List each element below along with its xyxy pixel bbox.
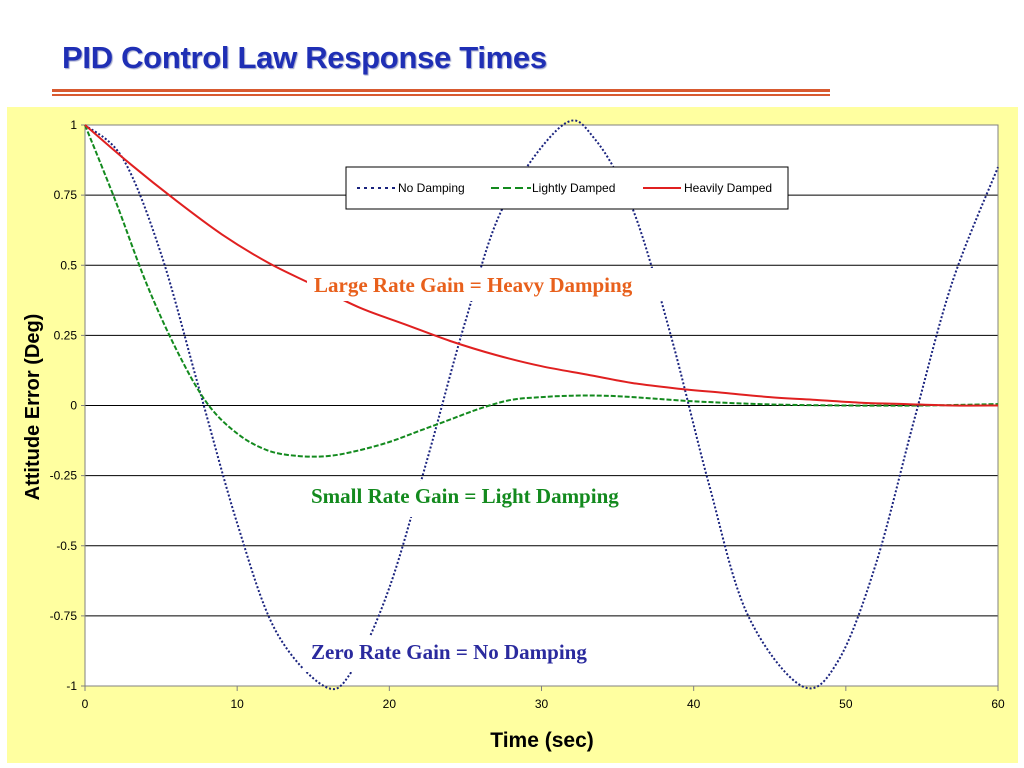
y-tick-label: 0.75 — [54, 188, 78, 202]
y-tick-label: -1 — [66, 679, 77, 693]
x-tick-label: 50 — [839, 697, 853, 711]
series-line-no-damping — [84, 119, 999, 691]
x-tick-label: 40 — [687, 697, 701, 711]
series-line-lightly-damped — [84, 124, 999, 458]
annotation-light-damping: Small Rate Gain = Light Damping — [311, 484, 619, 508]
x-tick-label: 20 — [383, 697, 397, 711]
y-tick-label: -0.25 — [50, 469, 78, 483]
x-tick-label: 60 — [991, 697, 1005, 711]
legend-label-heavily-damped: Heavily Damped — [684, 181, 772, 195]
y-tick-label: -0.75 — [50, 609, 78, 623]
y-tick-labels: -1 -0.75 -0.5 -0.25 0 0.25 0.5 0.75 1 — [50, 118, 78, 693]
axis-layer — [81, 124, 999, 691]
legend: No Damping Lightly Damped Heavily Damped — [345, 166, 789, 210]
annotation-heavy-damping: Large Rate Gain = Heavy Damping — [314, 273, 633, 297]
x-tick-label: 10 — [230, 697, 244, 711]
chart-svg: -1 -0.75 -0.5 -0.25 0 0.25 0.5 0.75 1 0 10 20 30 40 5… — [22, 118, 1005, 752]
series-line-heavily-damped — [84, 124, 999, 407]
legend-label-lightly-damped: Lightly Damped — [532, 181, 615, 195]
y-tick-label: 0.25 — [54, 328, 78, 342]
annotation-none-bg — [303, 636, 647, 672]
y-tick-label: 1 — [70, 118, 77, 132]
title-rule-top — [52, 89, 830, 92]
legend-label-no-damping: No Damping — [398, 181, 465, 195]
y-tick-label: 0.5 — [60, 258, 77, 272]
y-tick-label: -0.5 — [56, 539, 77, 553]
title-rule-bottom — [52, 94, 830, 96]
annotation-light-bg — [303, 481, 693, 517]
legend-box — [345, 166, 789, 210]
y-axis-title: Attitude Error (Deg) — [22, 314, 44, 501]
x-tick-label: 0 — [82, 697, 89, 711]
chart-panel: -1 -0.75 -0.5 -0.25 0 0.25 0.5 0.75 1 0 10 20 30 40 5… — [7, 107, 1018, 763]
annotation-heavy-bg — [307, 268, 677, 301]
annotation-no-damping: Zero Rate Gain = No Damping — [311, 640, 587, 664]
x-tick-labels: 0 10 20 30 40 50 60 — [82, 697, 1005, 711]
x-tick-label: 30 — [535, 697, 549, 711]
x-axis-title: Time (sec) — [490, 729, 594, 752]
y-tick-label: 0 — [70, 399, 77, 413]
slide-title: PID Control Law Response Times — [62, 40, 547, 75]
series-layer — [84, 119, 999, 691]
